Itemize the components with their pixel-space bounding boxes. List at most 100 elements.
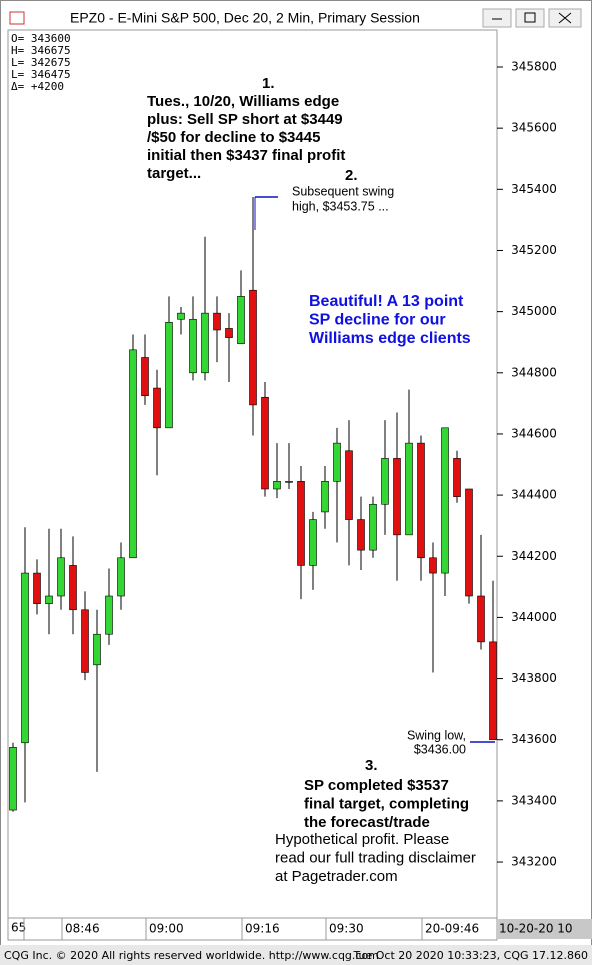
candle-body [189, 318, 197, 374]
annotation: SP completed $3537 [304, 777, 449, 794]
candle-body [237, 296, 245, 345]
y-tick-label: 345600 [511, 121, 557, 135]
y-tick-label: 345800 [511, 60, 557, 74]
candle-body [321, 481, 329, 513]
candle-body [417, 442, 425, 559]
window-buttons[interactable] [482, 8, 582, 28]
annotation: 2. [345, 167, 358, 184]
footer-left: CQG Inc. © 2020 All rights reserved worl… [4, 949, 379, 962]
annotation: Subsequent swing [292, 184, 394, 198]
candle-body [261, 396, 269, 490]
footer-right: Tue Oct 20 2020 10:33:23, CQG 17.12.860 [352, 949, 588, 962]
candle-body [69, 565, 77, 611]
x-axis-end: 10-20-20 10 [499, 922, 573, 936]
annotation: Beautiful! A 13 point [309, 293, 464, 310]
y-tick-label: 343400 [511, 793, 557, 807]
maximize-button[interactable] [515, 8, 545, 28]
candle-body [45, 595, 53, 604]
candle-body [225, 328, 233, 338]
candle-body [297, 481, 305, 566]
candle-body [213, 312, 221, 331]
candle-body [381, 458, 389, 505]
x-tick-label: 08:46 [65, 922, 100, 936]
candle-body [177, 312, 185, 320]
candle-body [93, 633, 101, 666]
app-icon [9, 11, 25, 25]
candle-body [429, 557, 437, 574]
footer-bar [0, 945, 592, 965]
x-axis-end-box [497, 919, 592, 939]
candle-body [129, 349, 137, 559]
y-tick-label: 344400 [511, 488, 557, 502]
candle-body [477, 595, 485, 643]
candle-body [33, 572, 41, 604]
candle-body [285, 481, 293, 483]
annotation: Tues., 10/20, Williams edge [147, 93, 339, 110]
candle-body [153, 387, 161, 429]
y-tick-label: 345000 [511, 304, 557, 318]
maximize-icon [524, 12, 536, 23]
x-tick-label: 09:30 [329, 922, 364, 936]
x-tick-label: 09:16 [245, 922, 280, 936]
annotation: high, $3453.75 ... [292, 199, 389, 213]
candle-body [57, 557, 65, 597]
y-tick-label: 344800 [511, 365, 557, 379]
annotation: Swing low, [407, 728, 466, 742]
candle-body [9, 747, 17, 811]
y-tick-label: 345400 [511, 182, 557, 196]
annotation: Hypothetical profit. Please [275, 831, 449, 848]
candle-body [105, 595, 113, 635]
plot-area [7, 29, 498, 919]
candle-body [489, 641, 497, 741]
candle-body [333, 442, 341, 482]
info-line: L= 342675 [11, 56, 71, 69]
annotation: 1. [262, 75, 275, 92]
candle-body [453, 458, 461, 497]
candle-body [309, 519, 317, 566]
y-tick-label: 343800 [511, 671, 557, 685]
x-tick-label: 20-09:46 [425, 922, 479, 936]
annotation: SP decline for our [309, 312, 446, 329]
candle-body [369, 503, 377, 551]
candle-body [81, 609, 89, 673]
annotation: 3. [365, 757, 378, 774]
window-title: EPZ0 - E-Mini S&P 500, Dec 20, 2 Min, Pr… [70, 10, 420, 26]
candle-body [441, 427, 449, 574]
candle-body [117, 557, 125, 597]
annotation: the forecast/trade [304, 814, 430, 831]
candle-body [165, 322, 173, 429]
info-line: O= 343600 [11, 32, 71, 45]
candle-body [21, 572, 29, 744]
annotation: plus: Sell SP short at $3449 [147, 111, 343, 128]
candle-body [465, 488, 473, 597]
annotation: target... [147, 165, 201, 182]
minimize-button[interactable] [482, 8, 512, 28]
candle-body [345, 450, 353, 520]
x-tick-label: 09:00 [149, 922, 184, 936]
y-tick-label: 344200 [511, 549, 557, 563]
annotation: at Pagetrader.com [275, 868, 398, 885]
annotation: Williams edge clients [309, 330, 471, 347]
candle-body [249, 289, 257, 406]
x-axis-start: 65 [11, 921, 26, 935]
candle-body [201, 312, 209, 374]
candle-body [357, 519, 365, 551]
candle-body [393, 458, 401, 536]
annotation: final target, completing [304, 795, 469, 812]
annotation: initial then $3437 final profit [147, 147, 345, 164]
info-line: L= 346475 [11, 68, 71, 81]
y-tick-label: 345200 [511, 243, 557, 257]
candle-body [405, 442, 413, 536]
close-icon [558, 12, 572, 24]
candle-body [141, 357, 149, 397]
info-line: Δ= +4200 [11, 80, 64, 93]
y-tick-label: 343200 [511, 855, 557, 869]
y-tick-label: 343600 [511, 732, 557, 746]
annotation: read our full trading disclaimer [275, 849, 476, 866]
y-tick-label: 344600 [511, 426, 557, 440]
info-line: H= 346675 [11, 44, 71, 57]
candle-body [273, 481, 281, 490]
y-tick-label: 344000 [511, 610, 557, 624]
annotation: $3436.00 [414, 742, 466, 756]
